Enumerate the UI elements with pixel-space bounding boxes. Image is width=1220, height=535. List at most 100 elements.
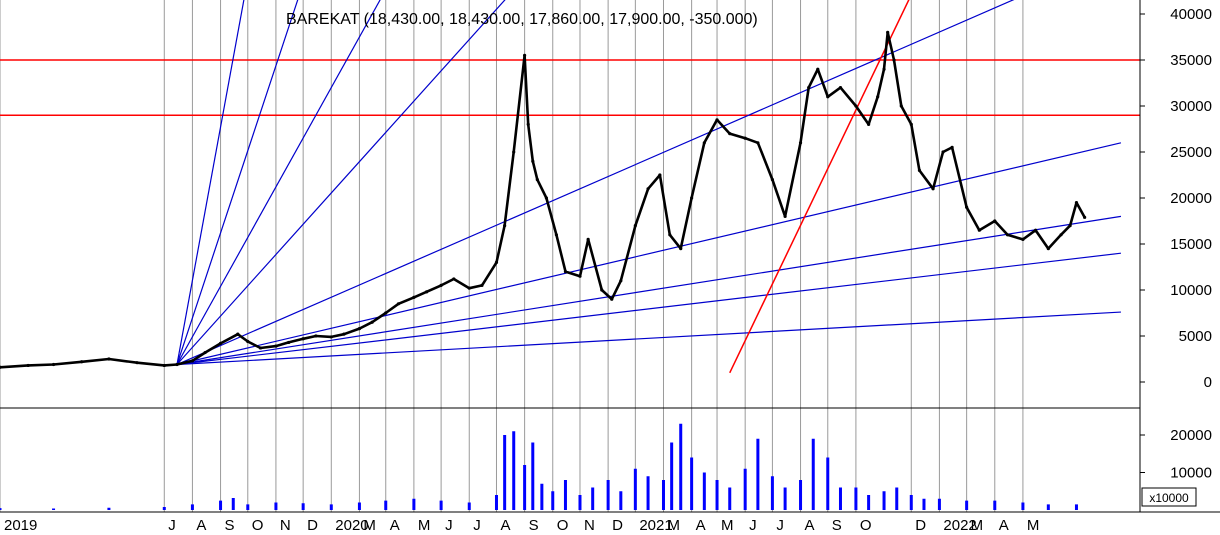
fan-line — [176, 0, 1015, 366]
x-tick-label: D — [915, 517, 926, 534]
volume-multiplier-box — [1141, 487, 1197, 507]
price-point — [867, 122, 871, 126]
price-point — [439, 283, 443, 287]
price-point — [1083, 215, 1087, 219]
volume-bar — [965, 500, 969, 510]
volume-bar — [783, 487, 787, 510]
price-point — [246, 339, 250, 344]
volume-bar — [107, 507, 111, 510]
price-point — [107, 357, 111, 361]
volume-bar — [633, 468, 637, 510]
price-point — [190, 359, 195, 363]
volume-bar — [531, 442, 535, 510]
price-point — [826, 95, 830, 99]
price-point — [236, 332, 240, 336]
price-point — [301, 337, 305, 341]
price-point — [1074, 201, 1079, 205]
price-point — [531, 159, 535, 163]
x-tick-label: D — [612, 517, 623, 534]
grid — [0, 0, 1024, 512]
volume-bar — [756, 438, 760, 510]
x-tick-label: M — [418, 517, 431, 534]
x-tick-label: J — [168, 517, 176, 534]
x-tick-label: A — [696, 517, 706, 534]
price-point — [1005, 233, 1010, 237]
price-point — [892, 58, 896, 62]
price-point — [941, 150, 945, 154]
price-point — [258, 346, 263, 350]
volume-bar — [439, 500, 443, 510]
volume-bar — [882, 491, 886, 510]
volume-bar — [743, 468, 747, 510]
fan-line — [176, 311, 1121, 366]
price-point — [899, 104, 903, 108]
price-point — [467, 286, 471, 290]
volume-multiplier-label: x10000 — [1149, 491, 1189, 505]
price-point — [690, 196, 694, 200]
volume-bar — [301, 503, 305, 510]
price-point — [412, 295, 416, 299]
volume-bar — [384, 500, 388, 510]
volume-bar — [670, 442, 674, 510]
price-point — [544, 196, 549, 200]
price-point — [452, 277, 456, 281]
price-point — [1021, 237, 1025, 241]
x-tick-label: J — [473, 517, 481, 534]
volume-bar — [661, 480, 665, 510]
price-point — [218, 341, 223, 345]
volume-bar — [937, 498, 941, 510]
x-tick-label: M — [721, 517, 734, 534]
price-point — [993, 219, 997, 223]
x-tick-label: A — [500, 517, 510, 534]
price-point — [728, 132, 732, 136]
volume-y-tick-label: 20000 — [1170, 427, 1212, 444]
volume-bar — [523, 465, 527, 510]
volume-bar — [357, 502, 361, 510]
fan-line — [176, 0, 299, 365]
price-point — [965, 205, 969, 209]
price-y-tick-label: 35000 — [1170, 52, 1212, 69]
fan-line — [176, 142, 1122, 366]
chart-title: BAREKAT (18,430.00, 18,430.00, 17,860.00… — [286, 11, 758, 28]
price-point — [370, 320, 374, 324]
volume-bar — [606, 480, 610, 510]
volume-bar — [412, 498, 416, 510]
volume-bar — [826, 457, 830, 510]
x-tick-label: S — [529, 517, 539, 534]
price-point — [798, 141, 803, 145]
volume-bar — [551, 491, 555, 510]
x-tick-label: O — [860, 517, 872, 534]
price-y-tick-label: 40000 — [1170, 6, 1212, 23]
price-point — [578, 274, 582, 278]
price-point — [563, 270, 568, 274]
price-point — [480, 283, 484, 287]
price-point — [646, 187, 650, 191]
volume-bar — [715, 480, 719, 510]
price-point — [950, 145, 954, 149]
volume-bar — [591, 487, 595, 510]
x-tick-label: 2019 — [4, 517, 37, 534]
x-tick-label: J — [445, 517, 453, 534]
price-point — [783, 214, 787, 218]
volume-bar — [162, 507, 166, 510]
volume-panel — [0, 423, 1078, 510]
x-tick-label: M — [971, 517, 984, 534]
x-tick-label: A — [805, 517, 815, 534]
volume-bar — [922, 498, 926, 510]
price-point — [702, 141, 706, 145]
price-point — [1068, 224, 1072, 228]
volume-bar — [854, 487, 858, 510]
price-point — [977, 228, 981, 232]
volume-bar — [512, 431, 516, 510]
x-tick-label: J — [749, 517, 757, 534]
x-tick-label: A — [390, 517, 400, 534]
price-point — [610, 297, 614, 301]
volume-bar — [909, 495, 913, 510]
volume-bar — [690, 457, 694, 510]
volume-bar — [799, 480, 803, 510]
fan-line — [176, 215, 1122, 366]
price-point — [876, 95, 880, 99]
price-point — [494, 260, 499, 264]
